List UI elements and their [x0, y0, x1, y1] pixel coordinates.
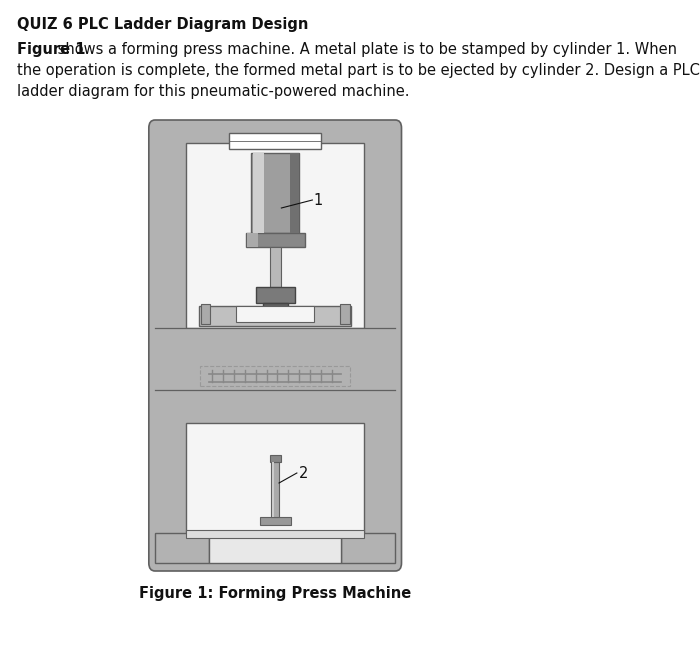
Bar	[199, 306, 351, 326]
Bar	[256, 287, 295, 303]
Bar	[262, 315, 269, 320]
Bar	[281, 315, 288, 320]
Text: Figure 1: Forming Press Machine: Figure 1: Forming Press Machine	[139, 586, 412, 601]
Bar	[272, 462, 279, 517]
FancyBboxPatch shape	[149, 120, 402, 571]
Text: ladder diagram for this pneumatic-powered machine.: ladder diagram for this pneumatic-powere…	[17, 84, 409, 99]
Bar	[262, 303, 288, 315]
Bar	[186, 143, 364, 328]
Bar	[246, 233, 304, 247]
Bar	[260, 517, 290, 525]
Bar	[272, 462, 274, 517]
Bar	[270, 247, 281, 287]
Bar	[253, 153, 263, 233]
Text: Figure 1: Figure 1	[17, 42, 85, 57]
Bar	[209, 533, 341, 563]
Bar	[230, 133, 321, 149]
Bar	[340, 304, 349, 324]
Bar	[201, 304, 210, 324]
Bar	[247, 233, 258, 247]
Bar	[155, 328, 396, 390]
Bar	[237, 306, 314, 322]
Text: 2: 2	[298, 466, 308, 480]
Bar	[270, 455, 281, 462]
Text: QUIZ 6 PLC Ladder Diagram Design: QUIZ 6 PLC Ladder Diagram Design	[17, 17, 309, 32]
Bar	[186, 423, 364, 533]
Text: the operation is complete, the formed metal part is to be ejected by cylinder 2.: the operation is complete, the formed me…	[17, 63, 700, 78]
Bar	[341, 533, 395, 563]
Bar	[200, 366, 350, 386]
Bar	[186, 530, 364, 538]
Bar	[155, 533, 209, 563]
Bar	[251, 153, 299, 233]
Text: shows a forming press machine. A metal plate is to be stamped by cylinder 1. Whe: shows a forming press machine. A metal p…	[53, 42, 678, 57]
Text: 1: 1	[314, 192, 323, 208]
Bar	[290, 153, 299, 233]
